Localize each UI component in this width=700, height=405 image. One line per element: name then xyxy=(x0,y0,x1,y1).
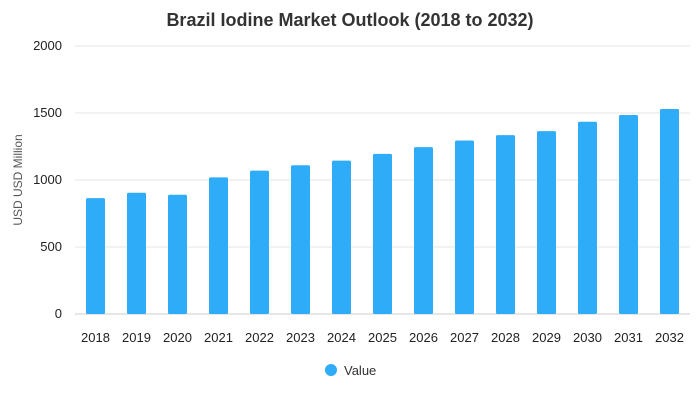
bar-2020[interactable] xyxy=(168,194,187,314)
bar-2023[interactable] xyxy=(291,165,310,314)
bar-2032[interactable] xyxy=(660,108,679,314)
bar-2019[interactable] xyxy=(127,192,146,314)
y-axis-label: USD USD Million xyxy=(11,134,25,225)
x-tick-label-2022: 2022 xyxy=(245,330,274,345)
x-tick-label-2026: 2026 xyxy=(409,330,438,345)
bar-2030[interactable] xyxy=(578,121,597,315)
bar-2031[interactable] xyxy=(619,115,638,314)
bar-2026[interactable] xyxy=(414,147,433,314)
bar-2018[interactable] xyxy=(86,198,105,314)
y-tick-label-2000: 2000 xyxy=(33,38,62,53)
x-tick-label-2031: 2031 xyxy=(614,330,643,345)
bar-2024[interactable] xyxy=(332,160,351,314)
legend-marker-value xyxy=(325,364,337,376)
x-tick-label-2028: 2028 xyxy=(491,330,520,345)
bar-2029[interactable] xyxy=(537,131,556,314)
x-tick-label-2024: 2024 xyxy=(327,330,356,345)
bar-2028[interactable] xyxy=(496,135,515,314)
y-tick-label-1500: 1500 xyxy=(33,105,62,120)
x-tick-label-2032: 2032 xyxy=(655,330,684,345)
x-tick-label-2020: 2020 xyxy=(163,330,192,345)
x-tick-label-2023: 2023 xyxy=(286,330,315,345)
x-tick-label-2027: 2027 xyxy=(450,330,479,345)
x-tick-label-2030: 2030 xyxy=(573,330,602,345)
y-axis-ticks: 0 500 1000 1500 2000 xyxy=(33,38,62,321)
bar-2025[interactable] xyxy=(373,153,392,314)
y-tick-label-500: 500 xyxy=(40,239,62,254)
chart-title: Brazil Iodine Market Outlook (2018 to 20… xyxy=(166,10,533,30)
x-tick-label-2029: 2029 xyxy=(532,330,561,345)
bars xyxy=(86,108,679,315)
x-tick-label-2019: 2019 xyxy=(122,330,151,345)
y-tick-label-0: 0 xyxy=(55,306,62,321)
legend[interactable]: Value xyxy=(325,363,376,378)
x-tick-label-2018: 2018 xyxy=(81,330,110,345)
bar-2022[interactable] xyxy=(250,170,269,314)
bar-2027[interactable] xyxy=(455,140,474,314)
bar-2021[interactable] xyxy=(209,177,228,314)
legend-label-value: Value xyxy=(344,363,376,378)
x-tick-label-2021: 2021 xyxy=(204,330,233,345)
y-tick-label-1000: 1000 xyxy=(33,172,62,187)
x-tick-label-2025: 2025 xyxy=(368,330,397,345)
x-axis-ticks: 2018 2019 2020 2021 2022 2023 2024 2025 2026 2027… xyxy=(81,330,684,345)
